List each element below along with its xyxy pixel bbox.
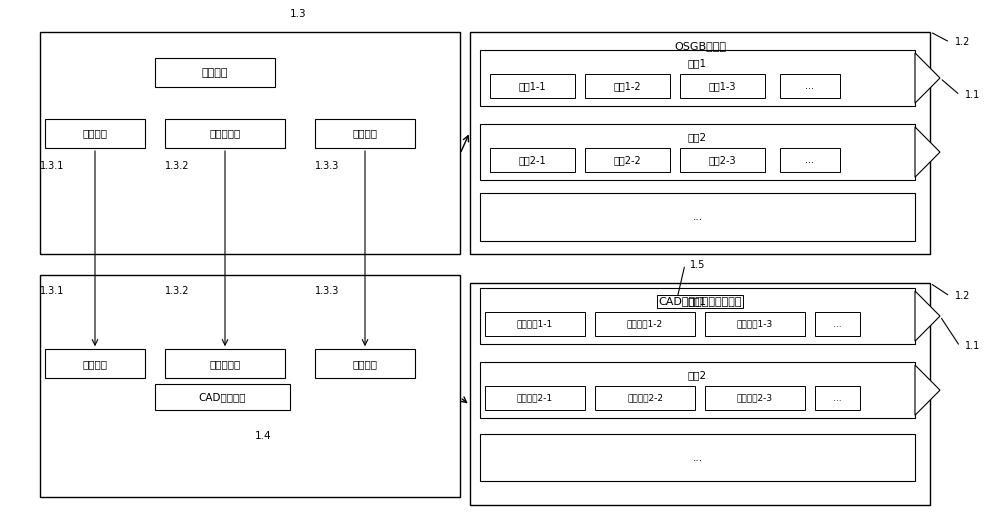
Bar [40, 32, 460, 254]
Text: 1.1: 1.1 [965, 90, 980, 100]
Text: 顶点集合: 顶点集合 [82, 129, 108, 139]
Bar [155, 58, 275, 87]
Text: 层级1: 层级1 [688, 58, 707, 68]
Bar [470, 283, 930, 505]
Bar [680, 148, 765, 172]
Bar [45, 119, 145, 148]
Bar [315, 119, 415, 148]
Bar [815, 312, 860, 336]
Text: 1.2: 1.2 [955, 38, 970, 47]
Bar [165, 349, 285, 378]
Text: 贴图纹理: 贴图纹理 [352, 129, 378, 139]
Bar [490, 74, 575, 98]
Text: 1.3.2: 1.3.2 [165, 161, 190, 171]
Polygon shape [915, 127, 940, 177]
Bar [595, 386, 695, 410]
Text: 1.5: 1.5 [690, 260, 705, 269]
Bar [585, 74, 670, 98]
Polygon shape [915, 365, 940, 415]
Text: 瓦片载体1-2: 瓦片载体1-2 [627, 320, 663, 329]
Bar [315, 349, 415, 378]
Text: 瓦片载体1-3: 瓦片载体1-3 [737, 320, 773, 329]
Text: 层级2: 层级2 [688, 132, 707, 142]
Text: 1.4: 1.4 [255, 431, 272, 441]
Polygon shape [915, 291, 940, 341]
Text: ...: ... [833, 320, 842, 329]
Bar [165, 119, 285, 148]
Bar [480, 288, 915, 344]
Text: ...: ... [692, 212, 703, 222]
Text: 1.3.3: 1.3.3 [315, 161, 339, 171]
Bar [480, 362, 915, 418]
Text: 瓦片1-2: 瓦片1-2 [614, 81, 641, 91]
Text: 1.3.2: 1.3.2 [165, 286, 190, 296]
Text: 1.3.1: 1.3.1 [40, 161, 64, 171]
Bar [40, 275, 460, 497]
Text: 瓦片2-3: 瓦片2-3 [709, 155, 736, 165]
Bar [815, 386, 860, 410]
Text: 贴图纹理: 贴图纹理 [352, 359, 378, 369]
Text: ...: ... [692, 453, 703, 462]
Bar [155, 384, 290, 410]
Text: 瓦片载体2-1: 瓦片载体2-1 [517, 394, 553, 403]
Text: 面定义集合: 面定义集合 [209, 359, 241, 369]
Bar [485, 312, 585, 336]
Bar [480, 434, 915, 481]
Polygon shape [915, 53, 940, 103]
Bar [480, 124, 915, 180]
Text: 瓦片2-2: 瓦片2-2 [614, 155, 641, 165]
Text: 瓦片2-1: 瓦片2-1 [519, 155, 546, 165]
Text: CAD平台瓦片载体数据集: CAD平台瓦片载体数据集 [658, 296, 742, 306]
Bar [485, 386, 585, 410]
Text: ...: ... [833, 394, 842, 403]
Bar [470, 32, 930, 254]
Text: 层级2: 层级2 [688, 370, 707, 380]
Text: 1.3.1: 1.3.1 [40, 286, 64, 296]
Bar [780, 74, 840, 98]
Bar [45, 349, 145, 378]
Text: 1.3.3: 1.3.3 [315, 286, 339, 296]
Bar [480, 193, 915, 241]
Text: ...: ... [806, 81, 814, 91]
Bar [780, 148, 840, 172]
Bar [490, 148, 575, 172]
Text: 瓦片数据: 瓦片数据 [202, 68, 228, 78]
Text: ...: ... [806, 155, 814, 165]
Text: 顶点集合: 顶点集合 [82, 359, 108, 369]
Text: CAD瓦片载体: CAD瓦片载体 [199, 392, 246, 402]
Text: 1.3: 1.3 [290, 8, 307, 19]
Text: 1.2: 1.2 [955, 291, 970, 301]
Text: 瓦片1-3: 瓦片1-3 [709, 81, 736, 91]
Text: 瓦片载体2-3: 瓦片载体2-3 [737, 394, 773, 403]
Text: 瓦片载体2-2: 瓦片载体2-2 [627, 394, 663, 403]
Text: 瓦片载体1-1: 瓦片载体1-1 [517, 320, 553, 329]
Text: 层级1: 层级1 [688, 296, 707, 306]
Text: 瓦片1-1: 瓦片1-1 [519, 81, 546, 91]
Bar [480, 50, 915, 106]
Bar [705, 312, 805, 336]
Text: 面定义集合: 面定义集合 [209, 129, 241, 139]
Bar [680, 74, 765, 98]
Bar [595, 312, 695, 336]
Bar [705, 386, 805, 410]
Bar [585, 148, 670, 172]
Text: 1.1: 1.1 [965, 342, 980, 351]
Text: OSGB数据集: OSGB数据集 [674, 41, 726, 51]
